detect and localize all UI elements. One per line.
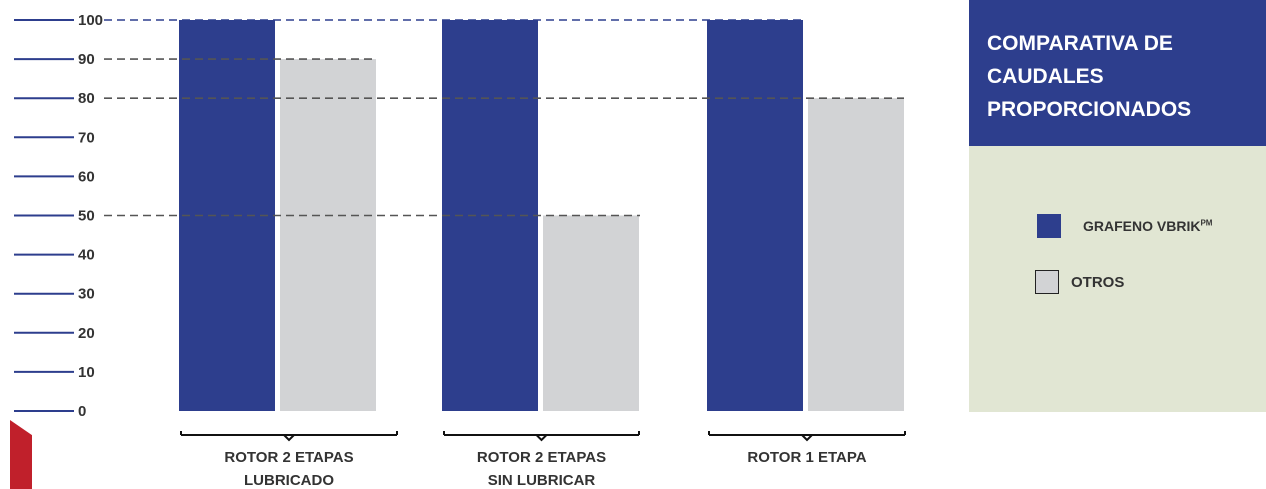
y-tick-label-40: 40 — [78, 247, 95, 264]
y-tick-label-50: 50 — [78, 208, 95, 225]
category-bracket-0 — [180, 431, 398, 442]
bar-series1-cat1 — [543, 215, 639, 411]
category-label-1-line-1: SIN LUBRICAR — [488, 472, 596, 489]
legend-panel: COMPARATIVA DE CAUDALES PROPORCIONADOS G… — [969, 0, 1266, 412]
y-tick-label-0: 0 — [78, 403, 86, 420]
category-label-0-line-0: ROTOR 2 ETAPAS — [224, 449, 353, 466]
category-bracket-2 — [708, 431, 906, 442]
y-tick-label-80: 80 — [78, 90, 95, 107]
category-bracket-1 — [443, 431, 640, 442]
legend-swatch-grafeno — [1037, 214, 1061, 238]
bar-series1-cat2 — [808, 98, 904, 411]
legend-item-grafeno: GRAFENO VBRIKPM — [1037, 214, 1212, 238]
legend-label-grafeno-superscript: PM — [1200, 218, 1213, 228]
bar-series1-cat0 — [280, 59, 376, 411]
category-label-2-line-0: ROTOR 1 ETAPA — [747, 449, 866, 466]
y-tick-label-10: 10 — [78, 364, 95, 381]
legend-label-otros: OTROS — [1071, 273, 1125, 291]
legend-header: COMPARATIVA DE CAUDALES PROPORCIONADOS — [969, 0, 1266, 146]
category-label-1-line-0: ROTOR 2 ETAPAS — [477, 449, 606, 466]
legend-label-grafeno: GRAFENO VBRIKPM — [1083, 218, 1212, 234]
y-tick-label-90: 90 — [78, 51, 95, 68]
y-tick-label-70: 70 — [78, 129, 95, 146]
category-label-0-line-1: LUBRICADO — [244, 472, 334, 489]
red-accent-tab — [10, 420, 32, 489]
bar-chart: 0 10 20 30 40 50 60 70 80 90 100 ROTOR 2 ETAPAS LUBR… — [14, 12, 906, 489]
legend-label-grafeno-text: GRAFENO VBRIK — [1083, 218, 1201, 234]
y-tick-label-20: 20 — [78, 325, 95, 342]
y-tick-label-60: 60 — [78, 168, 95, 185]
y-tick-label-30: 30 — [78, 286, 95, 303]
bar-series0-cat2 — [707, 20, 803, 411]
y-tick-label-100: 100 — [78, 12, 103, 29]
legend-swatch-otros — [1035, 270, 1059, 294]
legend-item-otros: OTROS — [1035, 270, 1124, 294]
legend-title: COMPARATIVA DE CAUDALES PROPORCIONADOS — [987, 32, 1192, 121]
